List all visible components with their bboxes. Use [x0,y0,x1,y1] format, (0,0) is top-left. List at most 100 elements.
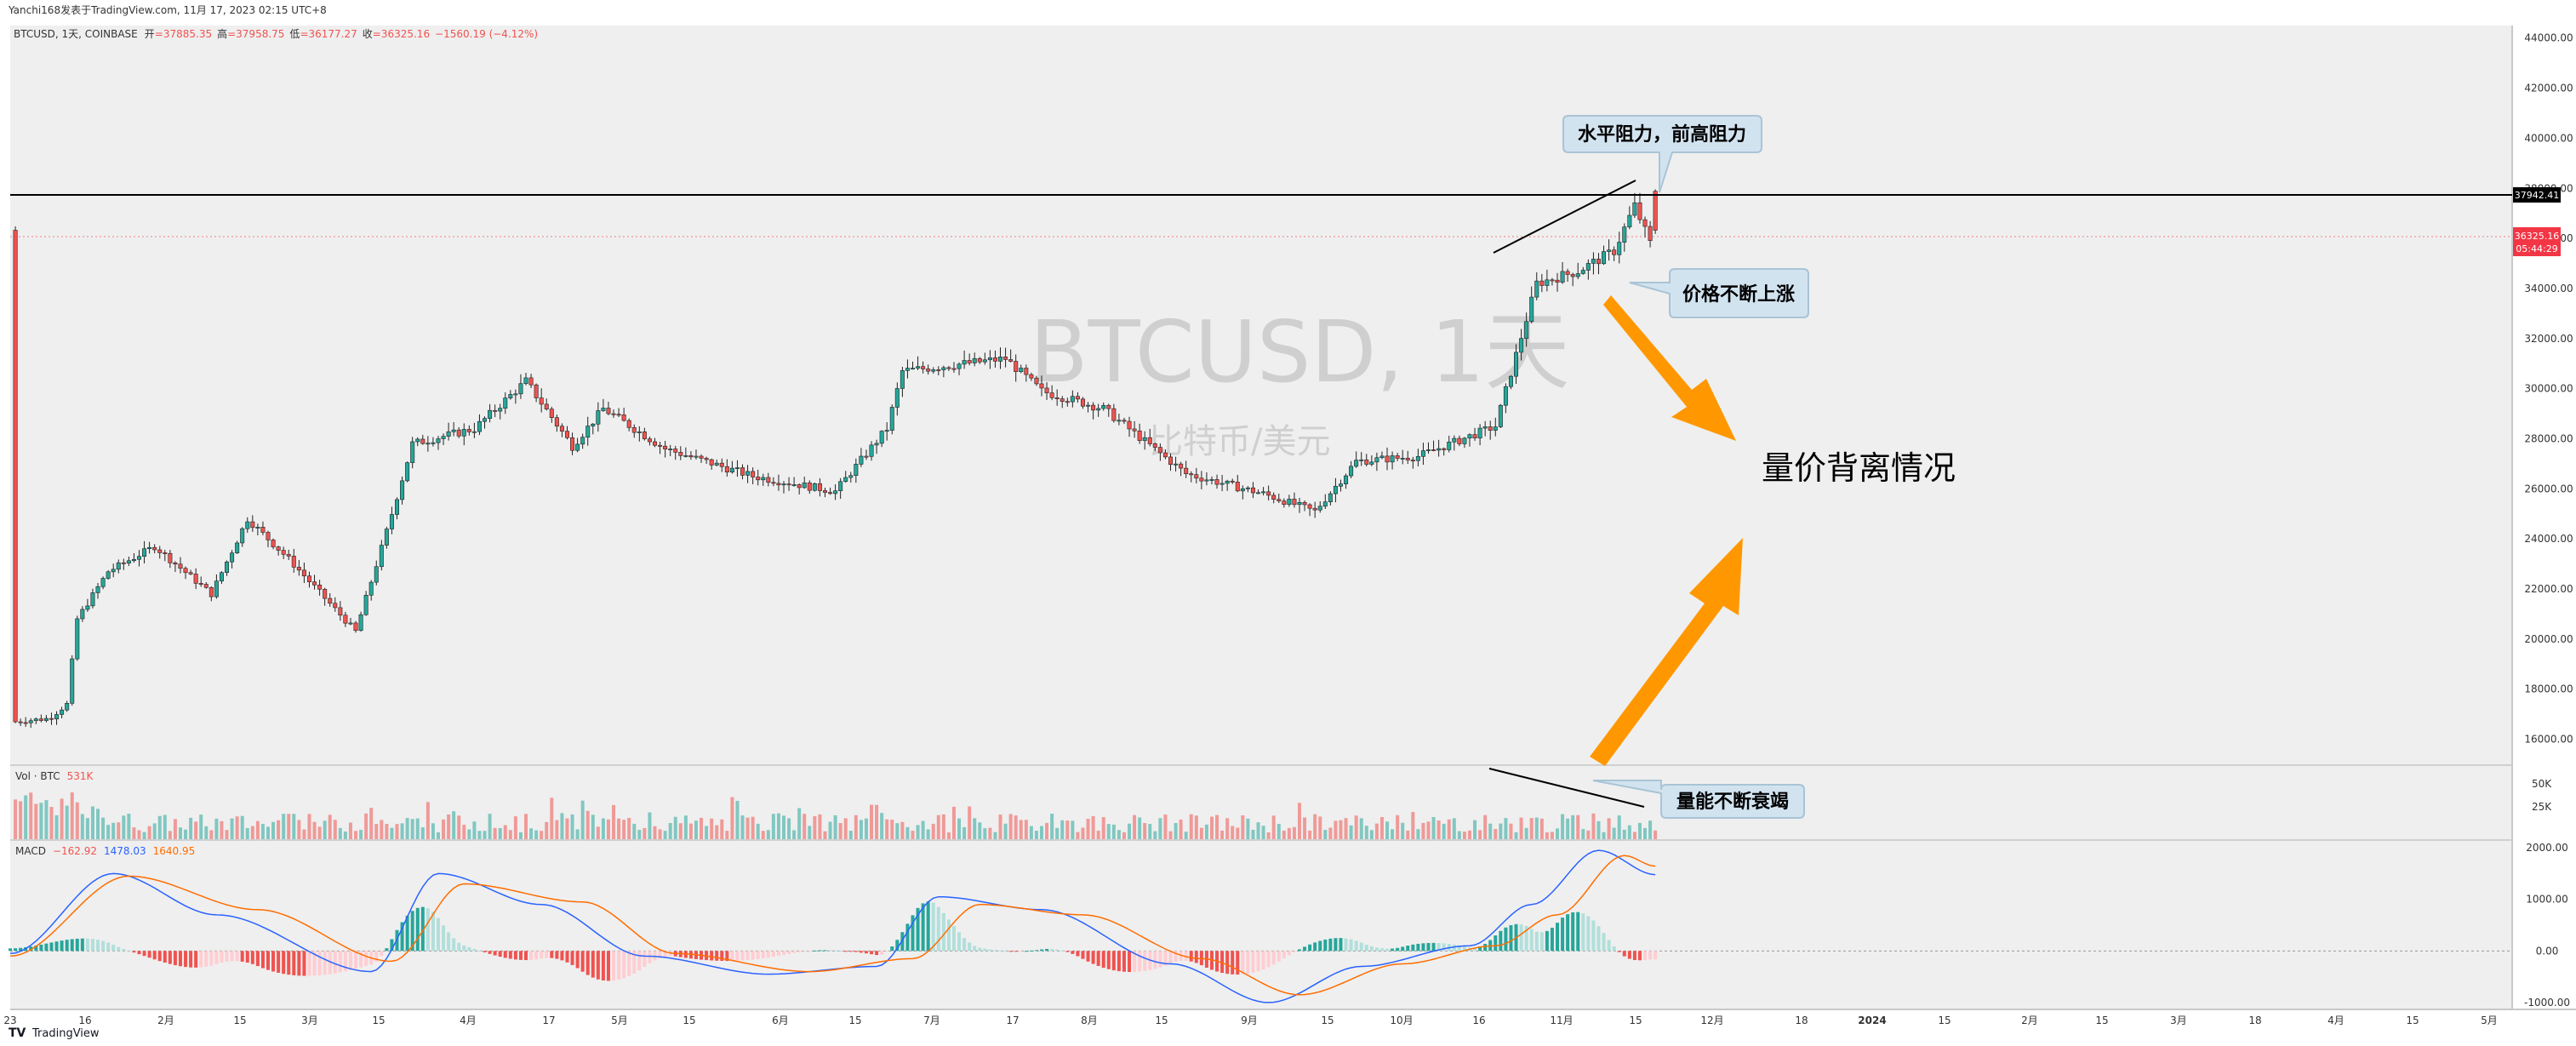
svg-text:36325.16: 36325.16 [2515,231,2560,242]
arrow-up-right[interactable] [1590,538,1743,766]
time-tick-label: 3月 [2170,1015,2187,1026]
volume-bar [1519,817,1523,839]
macd-histogram-bar [1168,951,1173,964]
candle-body [709,459,714,466]
volume-bar [895,823,900,839]
macd-histogram-bar [1539,932,1544,952]
macd-histogram-bar [1369,946,1374,952]
volume-bar [1344,818,1348,839]
volume-bar [1060,820,1065,839]
callout-resistance[interactable]: 水平阻力，前高阻力 [1562,115,1762,193]
candle-body [137,556,142,560]
macd-histogram-bar [951,926,956,952]
candle-body [1560,271,1565,283]
volume-bar [204,826,208,839]
volume-bar [287,814,291,839]
candle-body [987,357,992,361]
arrow-down-right[interactable] [1603,295,1736,441]
candle-body [1106,405,1111,409]
volume-bar [1065,820,1070,839]
macd-histogram-bar [818,950,822,952]
time-tick-label: 11月 [1550,1015,1573,1026]
candle-body [100,578,106,587]
macd-histogram-bar [766,951,770,958]
volume-bar [420,827,425,839]
macd-histogram-bar [260,951,265,969]
volume-trend-line[interactable] [1488,768,1645,808]
macd-panel[interactable] [10,841,2512,1009]
macd-histogram-bar [333,951,337,974]
macd-histogram-bar [19,947,23,952]
callout-volume-down[interactable]: 量能不断衰竭 [1592,780,1805,819]
volume-bar [735,800,740,839]
macd-histogram-bar [606,951,610,981]
candle-body [518,383,523,395]
candle-body [1044,387,1049,393]
volume-bar [1379,817,1384,839]
candle-body [1137,430,1142,441]
candle-body [1250,487,1255,494]
volume-bar [575,829,580,839]
volume-bar [1189,814,1193,839]
candle-body [394,499,399,515]
volume-bar [75,802,79,839]
volume-bar [936,815,940,839]
volume-bar [1199,827,1203,839]
candle-body [1054,397,1060,399]
price-tick-label: 24000.00 [2524,533,2573,545]
volume-bar [1509,823,1513,839]
volume-bar [653,826,657,839]
candle-body [317,585,323,590]
candle-body [219,572,224,582]
candle-body [116,562,121,570]
candle-body [1575,273,1580,277]
volume-bar [745,817,750,839]
candle-body [1204,479,1209,482]
candle-body [998,356,1003,362]
macd-histogram-bar [235,951,239,962]
volume-bar [983,828,987,839]
volume-bar [1034,831,1038,839]
macd-histogram-bar [410,911,414,952]
macd-histogram-bar [715,951,719,961]
candle-body [1503,386,1508,406]
macd-histogram-bar [601,951,605,980]
callout-price-up[interactable]: 价格不断上涨 [1629,268,1809,318]
macd-histogram-bar [328,951,332,975]
candle-body [1199,477,1204,482]
macd-histogram-bar [1431,942,1436,952]
volume-bar [761,831,765,839]
candle-body [585,426,591,438]
volume-tick-label: 50K [2532,778,2552,790]
macd-histogram-bar [792,951,797,953]
symbol-line: BTCUSD, 1天, COINBASE [14,28,138,40]
candle-body [854,464,859,476]
candle-body [1091,404,1096,411]
time-tick-label: 15 [1629,1015,1642,1026]
price-panel[interactable] [10,26,2512,764]
time-tick-label: 16 [1472,1015,1485,1026]
macd-histogram-bar [54,941,59,952]
macd-histogram-bar [596,951,600,980]
volume-bar [751,816,755,839]
volume-bar [426,802,430,839]
macd-histogram-bar [570,951,574,965]
volume-bar [700,817,704,839]
last-price-tag: 36325.16 05:44:29 [2513,227,2561,256]
macd-histogram-bar [653,951,657,961]
macd-histogram-bar [1596,926,1601,952]
volume-bar [848,831,853,839]
macd-histogram-bar [44,943,49,952]
candle-body [1395,455,1400,459]
candle-body [441,436,446,439]
tradingview-logo[interactable]: TV TradingView [9,1026,100,1040]
candle-body [802,482,807,489]
volume-bar [715,825,719,839]
high-value: =37958.75 [227,28,284,40]
macd-histogram-bar [1277,951,1281,962]
price-trend-line[interactable] [1493,180,1636,254]
volume-bar [255,820,260,839]
macd-histogram-bar [1406,945,1410,952]
candle-body [1374,457,1379,463]
volume-bar [1133,815,1137,839]
